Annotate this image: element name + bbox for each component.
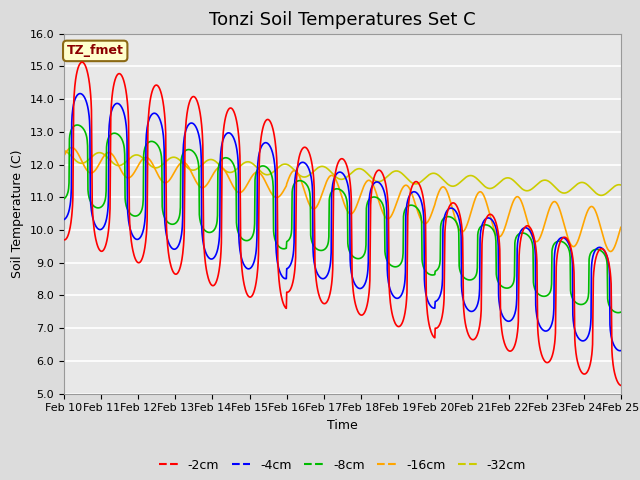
Y-axis label: Soil Temperature (C): Soil Temperature (C) [11,149,24,278]
X-axis label: Time: Time [327,419,358,432]
Legend: -2cm, -4cm, -8cm, -16cm, -32cm: -2cm, -4cm, -8cm, -16cm, -32cm [154,454,531,477]
Text: TZ_fmet: TZ_fmet [67,44,124,58]
Title: Tonzi Soil Temperatures Set C: Tonzi Soil Temperatures Set C [209,11,476,29]
